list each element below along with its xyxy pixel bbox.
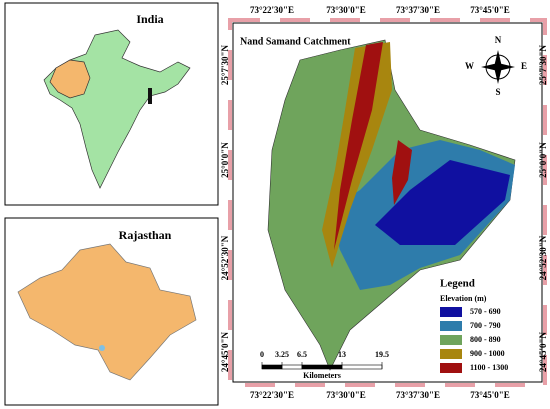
scale-bar: 0 3.25 6.5 13 19.5 Kilometers [260,350,389,380]
bottom-coord: 73°30'0"E [326,390,366,400]
zone [392,140,412,205]
top-coord: 73°22'30"E [250,5,294,15]
scale-segment [261,364,283,370]
legend-swatch [440,321,462,331]
legend-swatch [440,335,462,345]
rajasthan-highlight [49,59,91,99]
legend-title: Legend [440,278,475,290]
bottom-coord: 73°37'30"E [396,390,440,400]
right-coord: 25°7'30"N [538,44,548,85]
coordinates: 73°22'30"E 73°30'0"E 73°37'30"E 73°45'0"E 73… [220,5,548,400]
catchment-location [99,345,105,351]
scale-segment [281,364,303,370]
legend-subtitle: Elevation (m) [440,294,487,303]
left-coord: 24°45'0"N [220,331,230,372]
top-coord: 73°37'30"E [396,5,440,15]
legend-label: 900 - 1000 [470,349,505,358]
top-coord: 73°30'0"E [326,5,366,15]
top-coord: 73°45'0"E [470,5,510,15]
zone [375,160,510,245]
north-arrow [481,50,515,84]
scale-unit: Kilometers [303,371,341,380]
scale-segment [341,364,383,370]
scale-tick-label: 13 [338,350,346,359]
map-title: Nand Samand Catchment [240,36,351,47]
rajasthan-title: Rajasthan [119,228,172,242]
legend: 570 - 690 700 - 790 800 - 890 900 - 1000 110… [440,307,508,373]
legend-label: 700 - 790 [470,321,501,330]
right-coord: 25°0'0"N [538,142,548,178]
compass-w: W [465,61,474,71]
left-coord: 24°52'30"N [220,235,230,280]
left-coord: 25°7'30"N [220,44,230,85]
zone [334,42,383,250]
scale-tick-label: 0 [260,350,264,359]
scale-segment [301,364,343,370]
legend-label: 800 - 890 [470,335,501,344]
legend-swatch [440,363,462,373]
scale-tick-label: 6.5 [297,350,307,359]
right-coord: 24°52'30"N [538,235,548,280]
left-coord: 25°0'0"N [220,142,230,178]
india-title: India [136,12,163,26]
legend-swatch [440,349,462,359]
compass-n: N [495,35,502,45]
compass-e: E [521,61,527,71]
legend-label: 1100 - 1300 [470,363,508,372]
scale-tick-label: 3.25 [275,350,289,359]
bottom-coord: 73°45'0"E [470,390,510,400]
bangladesh-mark [148,88,152,104]
bottom-coord: 73°22'30"E [250,390,294,400]
right-coord: 24°45'0"N [538,331,548,372]
legend-swatch [440,307,462,317]
legend-label: 570 - 690 [470,307,501,316]
rajasthan-shape [17,243,197,381]
compass-s: S [495,87,500,97]
scale-tick-label: 19.5 [375,350,389,359]
